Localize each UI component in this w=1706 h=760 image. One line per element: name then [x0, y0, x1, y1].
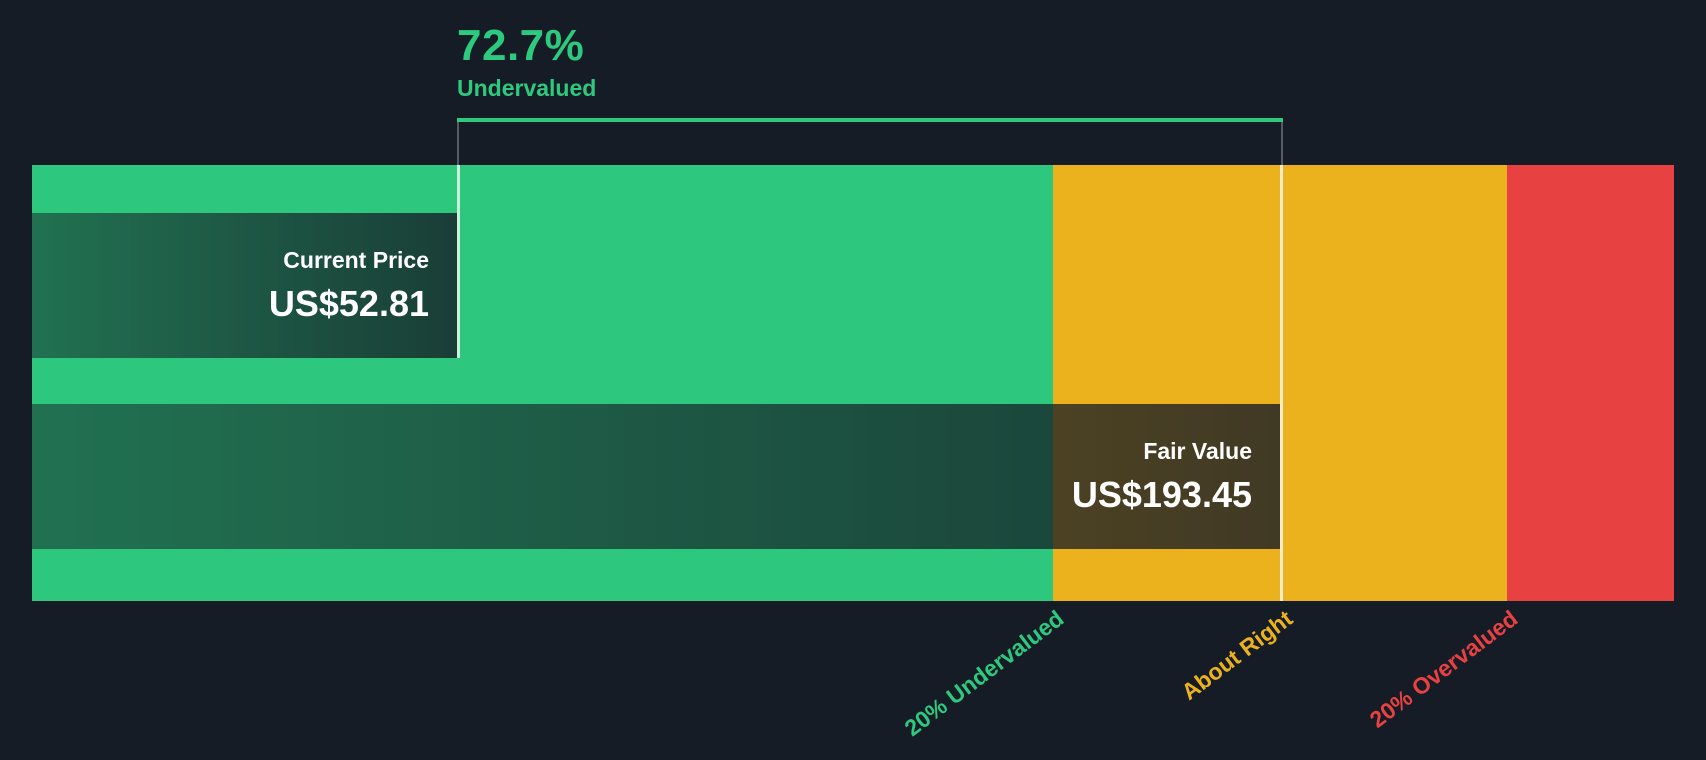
- discount-percent: 72.7%: [457, 21, 585, 70]
- bracket-leg-right: [1281, 122, 1283, 165]
- valuation-bar: Current Price US$52.81 Fair Value US$193…: [32, 165, 1674, 601]
- current-price-label: Current Price: [283, 247, 429, 274]
- axis-label-undervalued: 20% Undervalued: [899, 605, 1069, 742]
- fair-value-label: Fair Value: [1143, 438, 1252, 465]
- current-price-value: US$52.81: [268, 282, 429, 324]
- zone-overvalued: [1507, 165, 1674, 601]
- axis-label-about-right: About Right: [1176, 605, 1298, 705]
- bracket-leg-left: [457, 122, 459, 165]
- discount-label: Undervalued: [457, 74, 597, 101]
- discount-annotation: 72.7% Undervalued: [457, 22, 596, 102]
- current-price-box: Current Price US$52.81: [32, 213, 457, 358]
- fair-value-box: Fair Value US$193.45: [32, 404, 1280, 549]
- fair-value-value: US$193.45: [1071, 473, 1252, 515]
- axis-label-overvalued: 20% Overvalued: [1365, 605, 1523, 733]
- fair-value-marker: [1280, 165, 1283, 601]
- bracket-line: [457, 118, 1283, 122]
- current-price-marker: [457, 165, 460, 358]
